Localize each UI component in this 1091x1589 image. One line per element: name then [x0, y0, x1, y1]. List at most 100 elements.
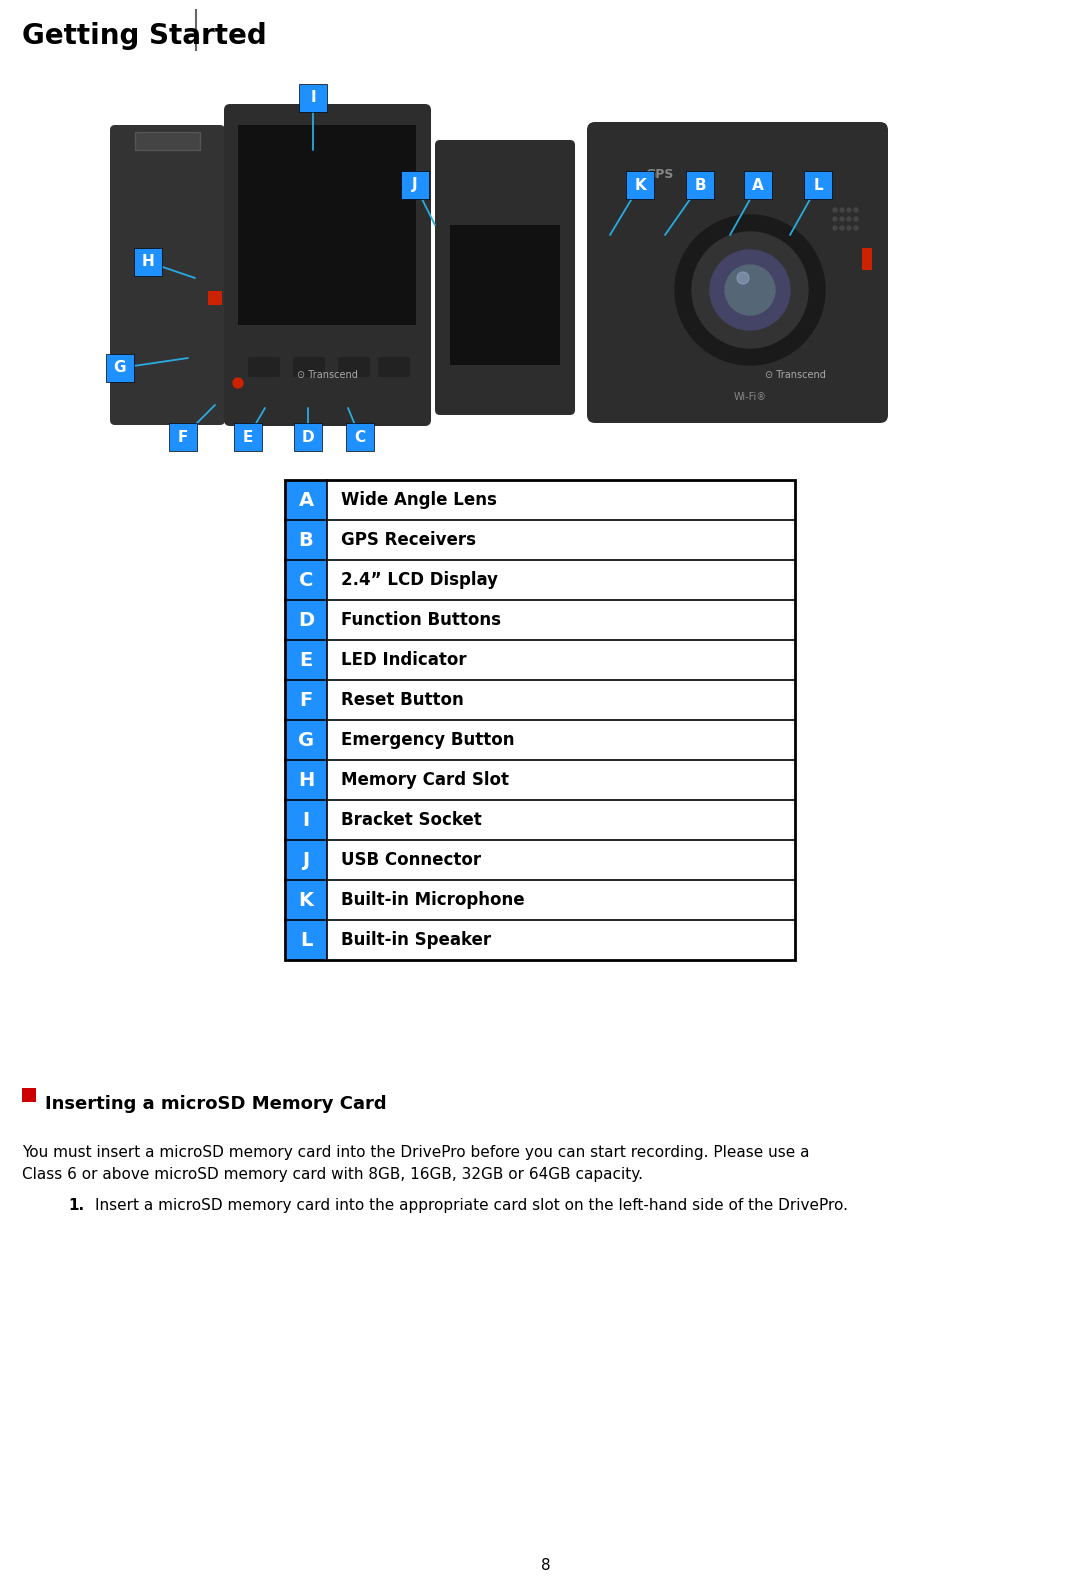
Bar: [60, 75, 980, 475]
Text: Class 6 or above microSD memory card with 8GB, 16GB, 32GB or 64GB capacity.: Class 6 or above microSD memory card wit…: [22, 1166, 643, 1182]
Text: 8: 8: [541, 1557, 550, 1573]
Text: C: C: [299, 570, 313, 590]
Text: B: B: [299, 531, 313, 550]
Circle shape: [834, 208, 837, 211]
Text: Reset Button: Reset Button: [341, 691, 464, 709]
Circle shape: [710, 249, 790, 331]
Text: ⊙ Transcend: ⊙ Transcend: [765, 370, 826, 380]
Text: Wi-Fi®: Wi-Fi®: [733, 392, 767, 402]
Bar: [285, 559, 327, 601]
Text: Bracket Socket: Bracket Socket: [341, 810, 482, 829]
Bar: [285, 601, 327, 640]
Bar: [285, 760, 327, 799]
FancyBboxPatch shape: [435, 140, 575, 415]
Text: B: B: [694, 178, 706, 192]
FancyBboxPatch shape: [346, 423, 374, 451]
Circle shape: [834, 226, 837, 230]
Bar: [285, 880, 327, 920]
FancyBboxPatch shape: [233, 423, 262, 451]
FancyBboxPatch shape: [804, 172, 832, 199]
Bar: [285, 480, 327, 520]
Text: J: J: [412, 178, 418, 192]
Circle shape: [840, 218, 844, 221]
Bar: [285, 680, 327, 720]
Text: E: E: [243, 429, 253, 445]
Text: D: D: [302, 429, 314, 445]
FancyBboxPatch shape: [293, 423, 322, 451]
Text: Built-in Speaker: Built-in Speaker: [341, 931, 491, 949]
Text: Getting Started: Getting Started: [22, 22, 267, 49]
FancyBboxPatch shape: [293, 358, 325, 377]
FancyBboxPatch shape: [134, 248, 161, 276]
Text: GPS: GPS: [645, 168, 673, 181]
Text: LED Indicator: LED Indicator: [341, 651, 467, 669]
Bar: [285, 480, 795, 960]
Text: You must insert a microSD memory card into the DrivePro before you can start rec: You must insert a microSD memory card in…: [22, 1146, 810, 1160]
Text: ⊙ Transcend: ⊙ Transcend: [297, 370, 358, 380]
Bar: [285, 640, 327, 680]
Text: C: C: [355, 429, 365, 445]
Bar: [862, 248, 872, 270]
Text: Inserting a microSD Memory Card: Inserting a microSD Memory Card: [45, 1095, 386, 1112]
Text: Function Buttons: Function Buttons: [341, 612, 501, 629]
Text: D: D: [298, 610, 314, 629]
Text: 2.4” LCD Display: 2.4” LCD Display: [341, 570, 497, 590]
FancyBboxPatch shape: [626, 172, 654, 199]
Text: H: H: [142, 254, 154, 270]
Circle shape: [840, 208, 844, 211]
Text: K: K: [299, 890, 313, 909]
Circle shape: [726, 265, 775, 315]
Text: G: G: [298, 731, 314, 750]
FancyBboxPatch shape: [110, 126, 225, 424]
Text: L: L: [300, 931, 312, 950]
Circle shape: [847, 218, 851, 221]
FancyBboxPatch shape: [299, 84, 327, 111]
FancyBboxPatch shape: [744, 172, 772, 199]
Text: Built-in Microphone: Built-in Microphone: [341, 891, 525, 909]
Bar: [285, 720, 327, 760]
FancyBboxPatch shape: [686, 172, 714, 199]
Text: Wide Angle Lens: Wide Angle Lens: [341, 491, 496, 508]
Text: Emergency Button: Emergency Button: [341, 731, 515, 748]
Bar: [285, 520, 327, 559]
Circle shape: [854, 218, 858, 221]
FancyBboxPatch shape: [587, 122, 888, 423]
Circle shape: [692, 232, 808, 348]
FancyBboxPatch shape: [401, 172, 429, 199]
Bar: [285, 841, 327, 880]
Bar: [285, 920, 327, 960]
Bar: [135, 132, 200, 149]
Bar: [449, 226, 560, 365]
Bar: [22, 1088, 36, 1103]
Text: A: A: [752, 178, 764, 192]
Circle shape: [847, 226, 851, 230]
Bar: [285, 799, 327, 841]
Circle shape: [847, 208, 851, 211]
Bar: [238, 126, 416, 326]
Text: F: F: [299, 691, 313, 710]
Text: I: I: [310, 91, 315, 105]
Text: J: J: [302, 850, 310, 869]
Circle shape: [675, 215, 825, 365]
Text: I: I: [302, 810, 310, 829]
Text: L: L: [813, 178, 823, 192]
Circle shape: [854, 208, 858, 211]
Text: A: A: [299, 491, 313, 510]
Text: GPS Receivers: GPS Receivers: [341, 531, 476, 550]
FancyBboxPatch shape: [248, 358, 280, 377]
Circle shape: [840, 226, 844, 230]
Text: 1.: 1.: [68, 1198, 84, 1212]
FancyBboxPatch shape: [377, 358, 410, 377]
FancyBboxPatch shape: [224, 103, 431, 426]
Text: Insert a microSD memory card into the appropriate card slot on the left-hand sid: Insert a microSD memory card into the ap…: [95, 1198, 848, 1212]
Circle shape: [854, 226, 858, 230]
Text: E: E: [299, 650, 313, 669]
FancyBboxPatch shape: [338, 358, 370, 377]
Text: K: K: [634, 178, 646, 192]
Text: G: G: [113, 361, 127, 375]
FancyBboxPatch shape: [169, 423, 197, 451]
Text: H: H: [298, 771, 314, 790]
Text: USB Connector: USB Connector: [341, 852, 481, 869]
FancyBboxPatch shape: [106, 354, 134, 381]
Text: Memory Card Slot: Memory Card Slot: [341, 771, 509, 790]
